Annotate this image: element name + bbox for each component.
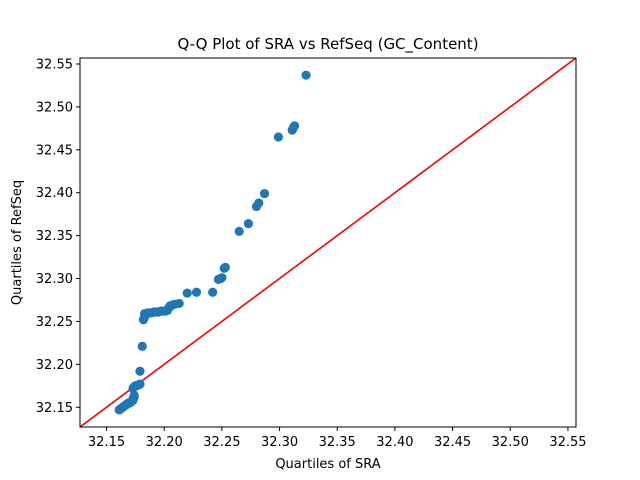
data-point xyxy=(217,273,227,283)
x-axis-label: Quartiles of SRA xyxy=(275,457,380,472)
data-point xyxy=(174,298,184,309)
x-tick-label: 32.20 xyxy=(146,435,183,450)
data-point xyxy=(135,379,145,389)
data-point xyxy=(135,366,145,376)
data-point xyxy=(273,132,283,142)
data-point xyxy=(301,70,311,80)
x-tick-label: 32.40 xyxy=(376,435,413,450)
y-tick-label: 32.40 xyxy=(36,186,73,201)
x-tick-label: 32.45 xyxy=(434,435,471,450)
data-point xyxy=(289,121,300,131)
data-point xyxy=(254,198,264,208)
data-point xyxy=(220,262,230,272)
y-tick-label: 32.45 xyxy=(36,143,73,158)
data-point xyxy=(129,390,139,400)
data-point xyxy=(243,219,254,229)
chart-title: Q-Q Plot of SRA vs RefSeq (GC_Content) xyxy=(177,35,478,54)
y-tick-label: 32.50 xyxy=(36,100,73,115)
y-axis-label: Quartiles of RefSeq xyxy=(10,180,25,305)
y-tick-label: 32.30 xyxy=(36,272,73,287)
data-point xyxy=(137,341,147,351)
data-point xyxy=(191,287,202,297)
x-tick-label: 32.35 xyxy=(319,435,356,450)
data-point xyxy=(182,288,192,298)
data-points xyxy=(114,70,311,415)
y-tick-label: 32.20 xyxy=(36,358,73,373)
data-point xyxy=(208,287,218,297)
x-tick-label: 32.25 xyxy=(203,435,240,450)
x-tick-label: 32.50 xyxy=(492,435,529,450)
y-tick-label: 32.35 xyxy=(36,229,73,244)
y-tick-label: 32.15 xyxy=(36,401,73,416)
plot-frame xyxy=(79,57,577,428)
y-axis: 32.15 32.20 32.25 32.30 32.35 32.40 32.45 32.50… xyxy=(36,58,80,416)
y-tick-label: 32.25 xyxy=(36,315,73,330)
x-tick-label: 32.30 xyxy=(261,435,298,450)
y-tick-label: 32.55 xyxy=(36,58,73,73)
x-axis: 32.15 32.20 32.25 32.30 32.35 32.40 32.45 32.50… xyxy=(88,427,587,450)
x-tick-label: 32.15 xyxy=(88,435,125,450)
data-point xyxy=(259,188,270,199)
reference-line xyxy=(80,58,576,427)
data-point xyxy=(234,226,244,236)
x-tick-label: 32.55 xyxy=(549,435,586,450)
